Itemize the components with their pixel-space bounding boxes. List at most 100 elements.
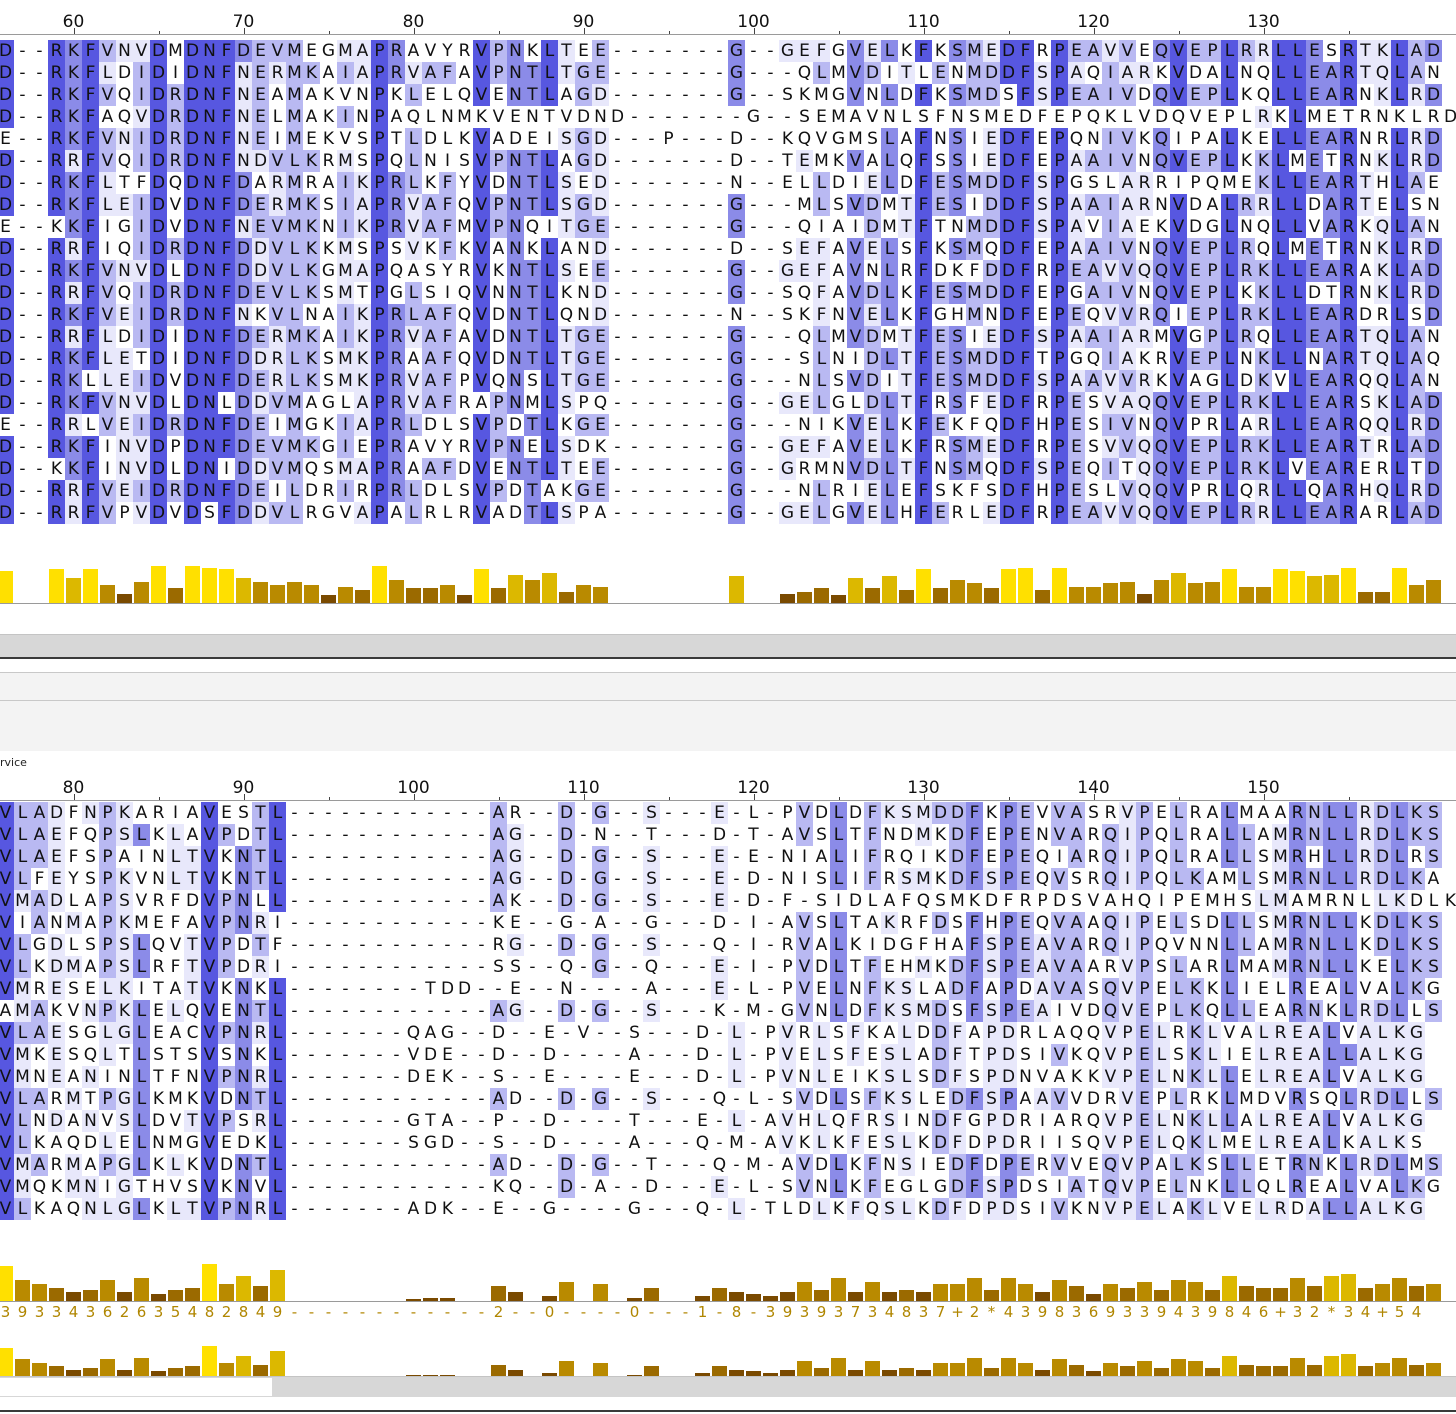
residue: I xyxy=(852,481,858,501)
residue: T xyxy=(85,1089,96,1109)
residue: A xyxy=(1068,934,1085,956)
residue: S xyxy=(1034,62,1051,84)
residue: K xyxy=(1391,1110,1408,1132)
residue: R xyxy=(388,172,405,194)
consensus-char: 3 xyxy=(1343,1303,1354,1321)
residue: - xyxy=(393,1177,400,1197)
residue: - xyxy=(359,891,366,911)
residue: - xyxy=(19,173,26,193)
residue: Q xyxy=(712,1155,727,1175)
conservation-bar xyxy=(236,578,251,604)
conservation-bar xyxy=(83,1368,98,1378)
residue: E xyxy=(983,436,1000,458)
residue: Q xyxy=(1154,825,1169,845)
residue: - xyxy=(291,1133,298,1153)
residue: E xyxy=(711,846,728,868)
residue: L xyxy=(167,824,184,846)
residue: L xyxy=(728,1198,745,1220)
top-horizontal-scrollbar[interactable] xyxy=(0,634,1456,657)
residue: - xyxy=(19,305,26,325)
residue: - xyxy=(291,1045,298,1065)
residue: A xyxy=(490,1088,507,1110)
residue: L xyxy=(1289,128,1306,150)
residue: - xyxy=(631,803,638,823)
residue: E xyxy=(1136,1132,1153,1154)
residue: N xyxy=(1155,195,1168,215)
residue: - xyxy=(699,825,706,845)
panel-divider-top[interactable] xyxy=(0,657,1456,659)
residue: Q xyxy=(1205,1001,1220,1021)
residue: F xyxy=(82,436,99,458)
residue: D xyxy=(1374,802,1391,824)
residue: G xyxy=(575,414,592,436)
residue: Q xyxy=(304,459,319,479)
residue: L xyxy=(813,326,830,348)
residue: K xyxy=(424,173,437,193)
residue: - xyxy=(393,1023,400,1043)
residue: V xyxy=(866,107,879,127)
residue: F xyxy=(915,260,932,282)
residue: A xyxy=(50,1133,63,1153)
conservation-bar xyxy=(134,1358,149,1378)
residue: E xyxy=(493,85,504,105)
residue: A xyxy=(1119,216,1136,238)
residue: - xyxy=(648,1023,655,1043)
residue: M xyxy=(1222,173,1237,193)
residue: - xyxy=(597,1133,604,1153)
residue: F xyxy=(915,414,932,436)
conservation-bar xyxy=(1273,1288,1288,1302)
consensus-char: 8 xyxy=(204,1303,215,1321)
residue: L xyxy=(1323,1110,1340,1132)
residue: K xyxy=(116,802,133,824)
residue: R xyxy=(48,128,65,150)
conservation-bar xyxy=(1239,587,1254,604)
residue: M xyxy=(286,326,303,348)
residue: P xyxy=(983,1110,1000,1132)
residue: L xyxy=(813,62,830,84)
residue: T xyxy=(252,934,269,956)
residue: R xyxy=(1376,437,1389,457)
residue: M xyxy=(966,40,983,62)
residue: K xyxy=(322,239,335,259)
residue: D xyxy=(150,150,167,172)
residue: K xyxy=(1408,934,1425,956)
scroll-thumb[interactable] xyxy=(0,1378,272,1396)
conservation-bar xyxy=(491,1365,506,1378)
residue: K xyxy=(1240,129,1253,149)
residue: T xyxy=(524,84,541,106)
residue: K xyxy=(917,1199,930,1219)
residue: L xyxy=(1340,956,1357,978)
residue: D xyxy=(1000,1110,1017,1132)
residue: D xyxy=(0,458,14,480)
residue: T xyxy=(524,62,541,84)
conservation-bar xyxy=(644,1366,659,1378)
residue: L xyxy=(269,1044,286,1066)
residue: K xyxy=(1325,1155,1338,1175)
residue: - xyxy=(682,327,689,347)
residue: K xyxy=(33,957,46,977)
residue: N xyxy=(1306,956,1323,978)
residue: - xyxy=(376,869,383,889)
residue: D xyxy=(592,304,609,326)
residue: K xyxy=(934,957,947,977)
bottom-horizontal-scrollbar[interactable] xyxy=(0,1376,1456,1397)
residue: M xyxy=(915,1000,932,1022)
ruler-label: 70 xyxy=(232,12,255,32)
residue: - xyxy=(716,41,723,61)
residue: L xyxy=(269,1198,286,1220)
residue: Q xyxy=(1153,282,1170,304)
residue: L xyxy=(1391,238,1408,260)
residue: A xyxy=(407,1199,420,1219)
residue: R xyxy=(1340,150,1357,172)
residue: D xyxy=(814,1155,829,1175)
residue: L xyxy=(1289,216,1306,238)
residue: - xyxy=(699,415,706,435)
residue: S xyxy=(527,371,538,391)
consensus-char: 3 xyxy=(1020,1303,1031,1321)
panel-divider-mid[interactable] xyxy=(0,700,1456,701)
residue: V xyxy=(1051,956,1068,978)
residue: S xyxy=(459,151,470,171)
residue: - xyxy=(495,979,502,999)
consensus-char: 9 xyxy=(816,1303,827,1321)
residue: V xyxy=(405,392,422,414)
